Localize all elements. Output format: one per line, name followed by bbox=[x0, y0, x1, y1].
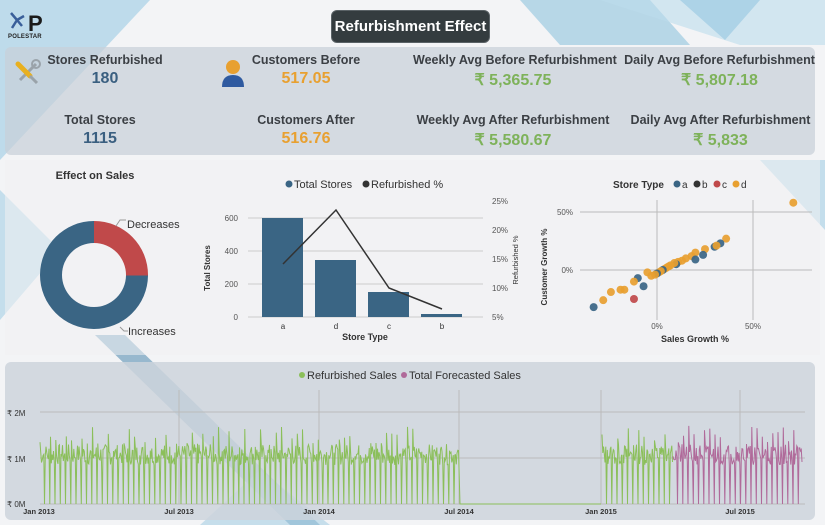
scatter-point[interactable] bbox=[599, 296, 608, 305]
svg-text:c: c bbox=[722, 180, 727, 191]
legend-forecasted-sales: Total Forecasted Sales bbox=[409, 370, 521, 382]
svg-text:Jan 2015: Jan 2015 bbox=[585, 507, 617, 516]
svg-text:Jul 2015: Jul 2015 bbox=[725, 507, 755, 516]
svg-text:d: d bbox=[334, 322, 338, 331]
kpi-daily-before: Daily Avg Before Refurbishment ₹ 5,807.1… bbox=[624, 53, 815, 89]
svg-text:15%: 15% bbox=[492, 255, 508, 264]
scatter-svg: Store Type a b c d 50% 0% 0% 50% Sales G… bbox=[540, 180, 812, 344]
scatter-point[interactable] bbox=[639, 282, 648, 291]
sales-timeseries-chart: Refurbished Sales Total Forecasted Sales… bbox=[5, 362, 815, 520]
combo-chart-svg: Total Stores Refurbished % 600 400 200 0… bbox=[203, 179, 520, 342]
svg-text:d: d bbox=[741, 180, 747, 191]
scatter-point[interactable] bbox=[606, 288, 615, 297]
sales-timeseries-panel bbox=[5, 362, 815, 520]
scatter-point[interactable] bbox=[712, 241, 721, 250]
svg-text:Total Stores: Total Stores bbox=[203, 245, 212, 291]
legend-refurbished-sales: Refurbished Sales bbox=[307, 370, 397, 382]
scatter-point[interactable] bbox=[629, 277, 638, 286]
svg-text:₹ 1M: ₹ 1M bbox=[7, 455, 26, 464]
svg-text:600: 600 bbox=[225, 214, 239, 223]
svg-text:Customer Growth %: Customer Growth % bbox=[540, 229, 549, 306]
scatter-point[interactable] bbox=[722, 234, 731, 243]
kpi-stores-refurbished: Stores Refurbished 180 bbox=[47, 53, 163, 87]
logo-text: POLESTAR bbox=[8, 34, 42, 40]
bar-c[interactable] bbox=[368, 292, 409, 317]
page-title: Refurbishment Effect bbox=[331, 10, 490, 43]
scatter-point[interactable] bbox=[699, 250, 708, 259]
polestar-star-icon: P bbox=[10, 11, 43, 36]
svg-text:Jul 2013: Jul 2013 bbox=[164, 507, 194, 516]
store-type-combo-chart: Total Stores Refurbished % 600 400 200 0… bbox=[198, 172, 533, 344]
svg-text:Refurbished %: Refurbished % bbox=[511, 235, 520, 285]
refurbished-sales-line-2015 bbox=[601, 428, 673, 505]
svg-text:c: c bbox=[387, 322, 391, 331]
svg-text:0%: 0% bbox=[561, 266, 573, 275]
svg-text:0: 0 bbox=[234, 313, 239, 322]
refurbished-pct-line bbox=[282, 208, 443, 310]
legend-increases: Increases bbox=[128, 326, 176, 337]
svg-text:Jan 2013: Jan 2013 bbox=[23, 507, 55, 516]
svg-text:20%: 20% bbox=[492, 226, 508, 235]
svg-text:b: b bbox=[702, 180, 708, 191]
polestar-logo: P POLESTAR bbox=[8, 10, 48, 44]
kpi-customers-after: Customers After 516.76 bbox=[257, 113, 355, 147]
svg-text:400: 400 bbox=[225, 247, 239, 256]
legend-refurbished-pct: Refurbished % bbox=[371, 179, 443, 191]
bar-d[interactable] bbox=[315, 260, 356, 317]
scatter-legend-title: Store Type bbox=[613, 180, 664, 191]
svg-text:5%: 5% bbox=[492, 313, 504, 322]
svg-text:0%: 0% bbox=[651, 322, 663, 331]
legend-total-stores: Total Stores bbox=[294, 179, 353, 191]
bar-a[interactable] bbox=[262, 218, 303, 317]
svg-text:₹ 2M: ₹ 2M bbox=[7, 409, 26, 418]
svg-text:₹ 0M: ₹ 0M bbox=[7, 500, 26, 509]
svg-text:b: b bbox=[440, 322, 445, 331]
svg-text:200: 200 bbox=[225, 280, 239, 289]
scatter-point[interactable] bbox=[629, 295, 638, 303]
kpi-panel bbox=[5, 47, 815, 155]
donut-chart: Decreases Increases bbox=[40, 219, 180, 338]
svg-text:Jan 2014: Jan 2014 bbox=[303, 507, 336, 516]
svg-text:a: a bbox=[281, 322, 286, 331]
scatter-point[interactable] bbox=[616, 285, 625, 294]
effect-on-sales-chart: Effect on Sales Decreases Increases bbox=[20, 170, 195, 340]
scatter-point[interactable] bbox=[643, 268, 652, 277]
refurbished-sales-line bbox=[39, 426, 601, 505]
svg-text:Sales Growth %: Sales Growth % bbox=[661, 334, 729, 344]
donut-slice-decreases[interactable] bbox=[94, 221, 149, 276]
svg-text:50%: 50% bbox=[745, 322, 761, 331]
store-type-scatter-chart: Store Type a b c d 50% 0% 0% 50% Sales G… bbox=[530, 172, 825, 344]
svg-text:10%: 10% bbox=[492, 284, 508, 293]
user-icon bbox=[222, 60, 244, 87]
kpi-weekly-before: Weekly Avg Before Refurbishment ₹ 5,365.… bbox=[413, 53, 617, 89]
bar-b[interactable] bbox=[421, 314, 462, 317]
kpi-customers-before: Customers Before 517.05 bbox=[251, 53, 361, 87]
scatter-points bbox=[589, 198, 798, 312]
forecasted-sales-line bbox=[672, 425, 803, 505]
svg-text:a: a bbox=[682, 180, 688, 191]
chart-title: Effect on Sales bbox=[55, 170, 135, 182]
timeseries-svg: Refurbished Sales Total Forecasted Sales… bbox=[7, 370, 805, 516]
scatter-point[interactable] bbox=[589, 303, 598, 312]
kpi-daily-after: Daily Avg After Refurbishment ₹ 5,833 bbox=[630, 113, 811, 149]
svg-text:25%: 25% bbox=[492, 197, 508, 206]
scatter-point[interactable] bbox=[691, 255, 700, 264]
scatter-point[interactable] bbox=[789, 198, 798, 207]
donut-slice-increases[interactable] bbox=[40, 221, 148, 329]
svg-text:P: P bbox=[28, 11, 43, 34]
kpi-weekly-after: Weekly Avg After Refurbishment ₹ 5,580.6… bbox=[416, 113, 610, 149]
svg-text:50%: 50% bbox=[557, 208, 573, 217]
legend-decreases: Decreases bbox=[127, 219, 180, 231]
svg-text:Store Type: Store Type bbox=[342, 332, 388, 342]
kpi-total-stores: Total Stores 1115 bbox=[64, 113, 136, 147]
tools-icon bbox=[15, 59, 41, 85]
svg-text:Jul 2014: Jul 2014 bbox=[444, 507, 474, 516]
